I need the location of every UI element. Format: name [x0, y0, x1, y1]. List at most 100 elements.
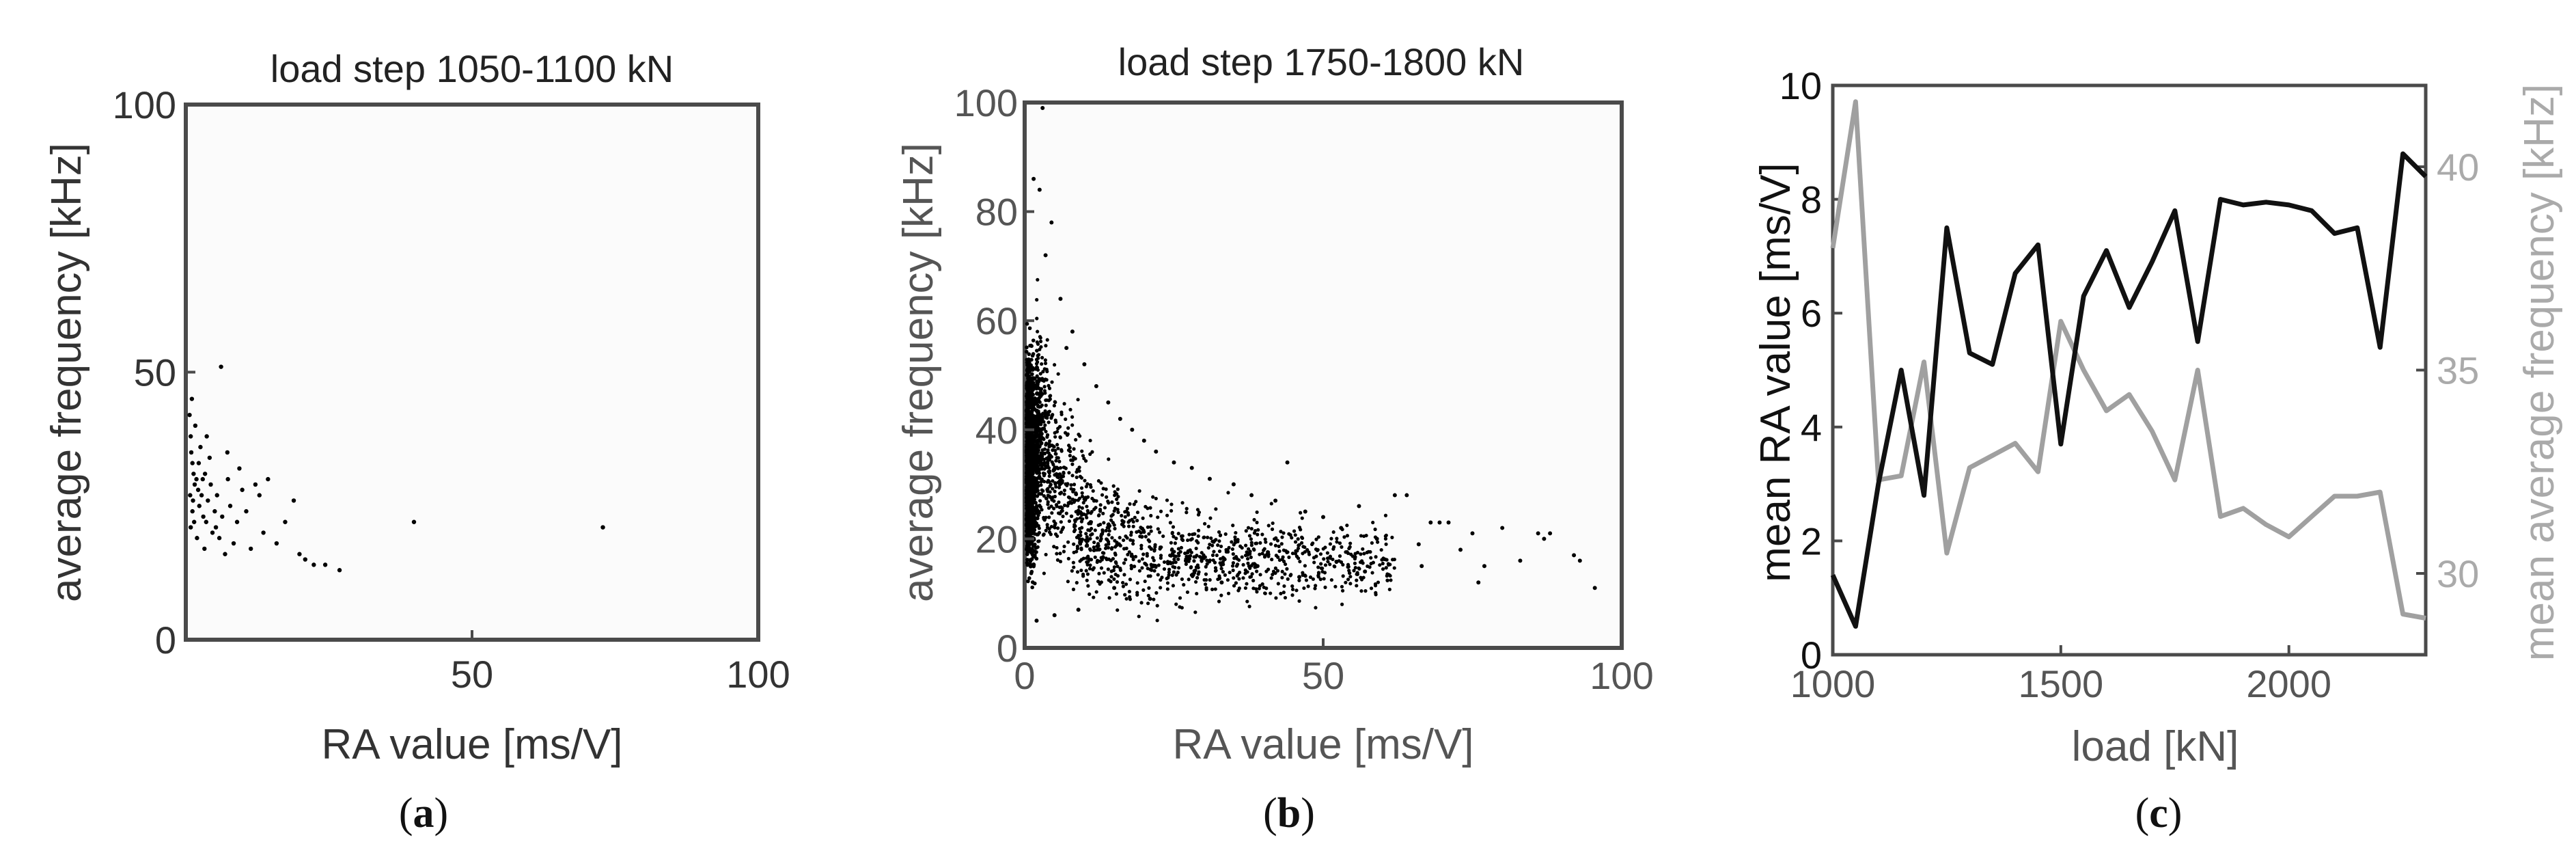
- panel-b-point: [1233, 535, 1237, 539]
- panel-b-point: [1114, 592, 1118, 596]
- panel-b-point: [1316, 535, 1320, 539]
- panel-b-point: [1458, 547, 1463, 552]
- panel-b-point: [1340, 588, 1345, 593]
- panel-b-point: [1185, 506, 1189, 511]
- panel-b-point: [1041, 370, 1045, 374]
- panel-b-point: [1025, 383, 1029, 388]
- panel-b-point: [1255, 564, 1260, 569]
- panel-b-point: [1039, 442, 1044, 446]
- panel-b-point: [1085, 504, 1089, 508]
- panel-b-point: [1031, 498, 1035, 503]
- panel-b-point: [1071, 587, 1076, 591]
- panel-b-point: [1096, 544, 1100, 548]
- panel-b-point: [1328, 562, 1332, 567]
- panel-b-point: [1135, 519, 1139, 523]
- panel-b-point: [1244, 543, 1248, 547]
- panel-b-point: [1180, 501, 1185, 505]
- panel-b-point: [1147, 586, 1151, 590]
- panel-b-point: [1316, 575, 1320, 579]
- panel-b-point: [1149, 513, 1153, 518]
- panel-b-point: [1054, 452, 1058, 456]
- panel-b-point: [1208, 516, 1213, 520]
- panel-a-point: [225, 450, 230, 455]
- panel-b-point: [1049, 532, 1053, 537]
- panel-b-point: [1044, 416, 1048, 420]
- panel-b-point: [1107, 596, 1111, 600]
- panel-b-point: [1035, 504, 1039, 508]
- panel-b-point: [1249, 537, 1254, 541]
- panel-b-point: [1036, 532, 1040, 537]
- panel-c-x-axis-label: load [kN]: [2072, 723, 2239, 770]
- panel-b-point: [1077, 465, 1081, 470]
- panel-b-point: [1287, 555, 1291, 559]
- panel-b-point: [1223, 573, 1228, 577]
- panel-b-point: [1085, 482, 1090, 486]
- panel-a-point: [283, 519, 288, 524]
- panel-b-point: [1235, 562, 1240, 567]
- panel-b-point: [1355, 572, 1359, 576]
- panel-b-point: [1155, 619, 1159, 623]
- panel-b-point: [1312, 560, 1316, 565]
- panel-b-point: [1177, 554, 1181, 558]
- panel-b-point: [1249, 543, 1254, 547]
- panel-b-point: [1178, 596, 1182, 600]
- panel-b-point: [1369, 586, 1374, 591]
- panel-b-point: [1057, 459, 1062, 463]
- panel-b-point: [1066, 580, 1070, 584]
- panel-b-point: [1363, 569, 1368, 574]
- panel-b-point: [1344, 580, 1348, 584]
- panel-b-point: [1054, 485, 1058, 489]
- panel-b-caption-close: ): [1301, 790, 1315, 837]
- panel-b-point: [1302, 586, 1306, 591]
- panel-b-point: [1042, 437, 1046, 442]
- panel-b-point: [1357, 566, 1361, 570]
- panel-b-point: [1025, 550, 1030, 554]
- panel-b-point: [1252, 531, 1257, 535]
- panel-b-point: [1025, 372, 1029, 377]
- panel-b-point: [1263, 591, 1267, 595]
- panel-b-point: [1049, 483, 1053, 487]
- panel-b-point: [1168, 554, 1172, 558]
- panel-b-point: [1369, 562, 1373, 566]
- panel-b-point: [1143, 579, 1147, 584]
- panel-b-point: [1027, 527, 1031, 532]
- panel-b-point: [1300, 535, 1304, 539]
- panel-b-point: [1176, 570, 1180, 575]
- panel-b-point: [1592, 586, 1597, 591]
- panel-b-point: [1277, 544, 1281, 548]
- panel-b-point: [1131, 542, 1135, 546]
- panel-b-point: [1196, 565, 1200, 570]
- panel-b-point: [1042, 452, 1047, 456]
- panel-b-point: [1126, 552, 1130, 557]
- panel-b-point: [1255, 590, 1259, 594]
- panel-b-point: [1293, 552, 1298, 556]
- panel-b-point: [1073, 528, 1077, 532]
- panel-b-point: [1079, 530, 1083, 534]
- panel-b-point: [1341, 562, 1345, 567]
- panel-b-point: [1226, 591, 1231, 595]
- panel-b-point: [1187, 578, 1191, 582]
- panel-a-point: [237, 466, 242, 471]
- panel-b-point: [1174, 602, 1178, 606]
- panel-b-point: [1294, 549, 1298, 553]
- panel-b-point: [1041, 471, 1046, 476]
- panel-b-point: [1137, 569, 1142, 573]
- panel-b-point: [1044, 378, 1049, 382]
- panel-b-point: [1042, 494, 1046, 498]
- panel-b-point: [1048, 469, 1052, 474]
- panel-b-point: [1050, 460, 1054, 464]
- panel-a-point: [199, 493, 204, 498]
- panel-b-point: [1340, 545, 1344, 549]
- panel-b-point: [1146, 593, 1150, 598]
- panel-b-point: [1202, 578, 1206, 582]
- panel-b-point: [1115, 580, 1120, 584]
- panel-b-point: [1204, 586, 1208, 590]
- panel-b-point: [1210, 553, 1215, 557]
- panel-b-point: [1088, 537, 1092, 541]
- panel-b-point: [1088, 592, 1092, 596]
- panel-b-point: [1060, 448, 1064, 452]
- panel-b-point: [1031, 554, 1036, 558]
- panel-b-point: [1273, 566, 1277, 570]
- panel-b-point: [1125, 506, 1130, 511]
- panel-b-point: [1037, 511, 1042, 515]
